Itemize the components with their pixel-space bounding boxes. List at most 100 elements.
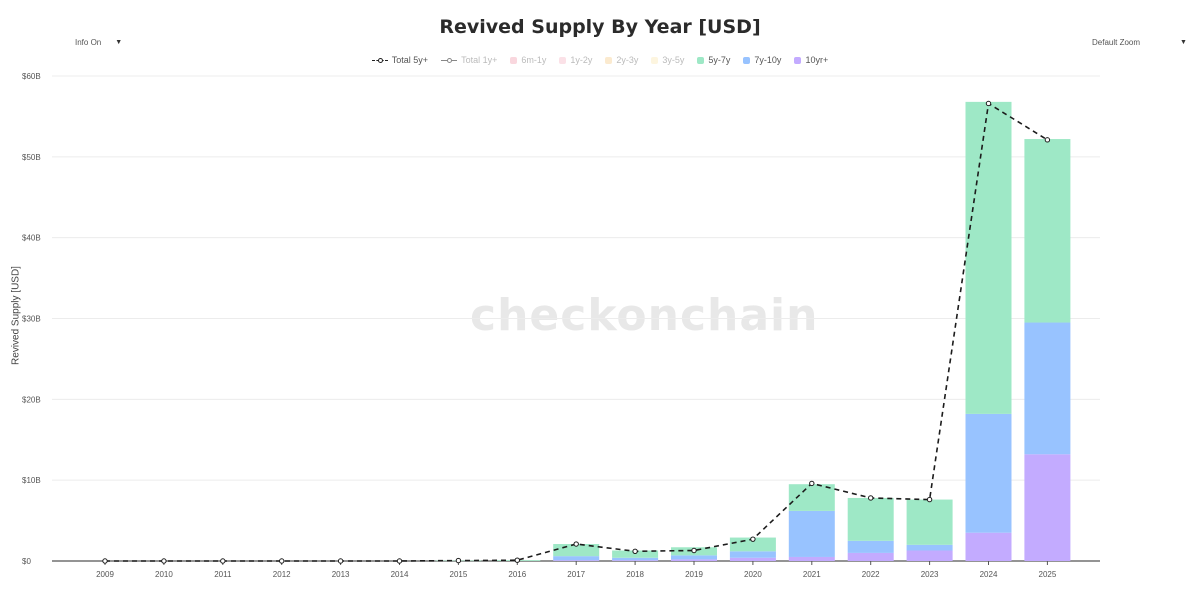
bar-2025-10yr-	[1024, 454, 1071, 561]
bar-2022-5y-7y	[847, 497, 894, 541]
legend-label: 6m-1y	[521, 55, 547, 65]
x-tick-label: 2025	[1039, 570, 1057, 579]
point-total-5y-2018	[632, 548, 638, 554]
legend-label: Total 5y+	[391, 55, 429, 65]
x-tick-label: 2013	[332, 570, 350, 579]
point-total-5y-2023	[926, 496, 933, 503]
point-total-5y-2009	[102, 558, 108, 564]
y-tick-label: $50B	[22, 153, 41, 162]
bar-2020-10yr-	[729, 557, 776, 561]
point-total-5y-2021	[809, 480, 815, 487]
chart-legend: Total 5y+ Total 1y+ 6m-1y 1y-2y 2y-3y 3y-5y 5y…	[0, 55, 1200, 65]
legend-symbol-icon	[510, 56, 518, 64]
bar-2018-7y-10y	[612, 557, 659, 561]
point-total-5y-2010	[161, 558, 167, 564]
x-tick-label: 2010	[155, 570, 173, 579]
legend-item-6m-1y[interactable]: 6m-1y	[510, 55, 546, 65]
x-tick-label: 2022	[862, 570, 880, 579]
legend-label: 3y-5y	[662, 55, 685, 65]
x-tick-label: 2018	[626, 570, 644, 579]
info-toggle-label: Info On	[75, 38, 102, 47]
legend-item-5y-7y[interactable]: 5y-7y	[697, 55, 730, 65]
bar-2023-10yr-	[906, 550, 953, 561]
point-total-5y-2024	[985, 100, 992, 107]
legend-symbol-icon	[559, 56, 567, 64]
bar-2024-5y-7y	[965, 101, 1012, 414]
point-total-5y-2025	[1044, 137, 1051, 143]
point-total-5y-2017	[573, 541, 579, 547]
bar-2021-7y-10y	[788, 510, 835, 557]
bar-2025-5y-7y	[1024, 139, 1071, 323]
x-tick-label: 2024	[980, 570, 998, 579]
point-total-5y-2022	[868, 495, 874, 501]
x-tick-label: 2015	[450, 570, 468, 579]
line-total-5y	[105, 102, 1048, 562]
point-total-5y-2013	[337, 558, 344, 564]
point-total-5y-2015	[455, 557, 462, 564]
y-tick-label: $30B	[22, 315, 41, 324]
x-tick-label: 2011	[214, 570, 232, 579]
bar-2017-10yr-	[553, 560, 600, 561]
legend-item-total-1y-[interactable]: Total 1y+	[441, 55, 497, 65]
y-tick-label: $10B	[22, 476, 41, 485]
legend-label: 10yr+	[805, 55, 829, 65]
bar-2017-7y-10y	[553, 556, 600, 561]
bar-2024-10yr-	[965, 532, 1012, 561]
bar-2018-10yr-	[612, 560, 659, 561]
legend-label: 7y-10y	[754, 55, 782, 65]
zoom-label: Default Zoom	[1092, 38, 1141, 47]
zoom-dropdown[interactable]: Default Zoom ▼	[1092, 38, 1187, 47]
legend-symbol-icon	[794, 56, 802, 64]
legend-symbol-icon	[743, 56, 751, 64]
legend-item-total-5y-[interactable]: Total 5y+	[371, 55, 429, 65]
y-tick-label: $20B	[22, 395, 41, 404]
legend-symbol-icon	[371, 56, 388, 64]
x-tick-label: 2017	[567, 570, 585, 579]
x-tick-label: 2020	[744, 570, 762, 579]
legend-symbol-icon	[651, 56, 659, 64]
bar-2018-5y-7y	[612, 550, 659, 558]
bar-2019-10yr-	[671, 559, 717, 561]
legend-symbol-icon	[605, 56, 613, 64]
x-tick-label: 2019	[685, 570, 703, 579]
x-tick-label: 2016	[508, 570, 526, 579]
bar-2025-7y-10y	[1024, 322, 1071, 455]
legend-item-2y-3y[interactable]: 2y-3y	[605, 55, 638, 65]
point-total-5y-2011	[220, 558, 226, 564]
chart-title: Revived Supply By Year [USD]	[439, 16, 761, 38]
x-tick-label: 2023	[921, 570, 939, 579]
y-tick-label: $60B	[22, 72, 41, 81]
y-tick-label: $40B	[22, 234, 41, 243]
point-total-5y-2014	[396, 558, 403, 564]
chevron-down-icon: ▼	[115, 39, 123, 46]
bar-2023-5y-7y	[906, 499, 953, 545]
bar-2020-7y-10y	[729, 551, 776, 558]
point-total-5y-2019	[691, 547, 697, 554]
bar-2024-7y-10y	[965, 413, 1012, 533]
legend-label: 1y-2y	[570, 55, 593, 65]
legend-label: 2y-3y	[616, 55, 639, 65]
bar-2019-7y-10y	[671, 555, 717, 560]
bar-2021-10yr-	[788, 556, 835, 561]
legend-item-7y-10y[interactable]: 7y-10y	[743, 55, 781, 65]
legend-label: 5y-7y	[708, 55, 731, 65]
legend-label: Total 1y+	[461, 55, 498, 65]
chevron-down-icon: ▼	[1180, 39, 1187, 46]
point-total-5y-2016	[514, 557, 520, 563]
x-tick-label: 2014	[391, 570, 409, 579]
legend-item-1y-2y[interactable]: 1y-2y	[559, 55, 592, 65]
legend-item-10yr-[interactable]: 10yr+	[794, 55, 828, 65]
info-toggle-dropdown[interactable]: Info On ▼	[75, 38, 122, 47]
legend-symbol-icon	[441, 56, 458, 64]
bar-2022-10yr-	[847, 552, 894, 561]
x-tick-label: 2009	[96, 570, 114, 579]
legend-item-3y-5y[interactable]: 3y-5y	[651, 55, 684, 65]
point-total-5y-2020	[750, 536, 756, 542]
watermark: checkonchain	[470, 290, 819, 341]
bar-2023-7y-10y	[906, 544, 953, 551]
bar-2022-7y-10y	[847, 540, 894, 553]
x-tick-label: 2021	[803, 570, 821, 579]
point-total-5y-2012	[279, 558, 285, 564]
x-tick-label: 2012	[273, 570, 291, 579]
